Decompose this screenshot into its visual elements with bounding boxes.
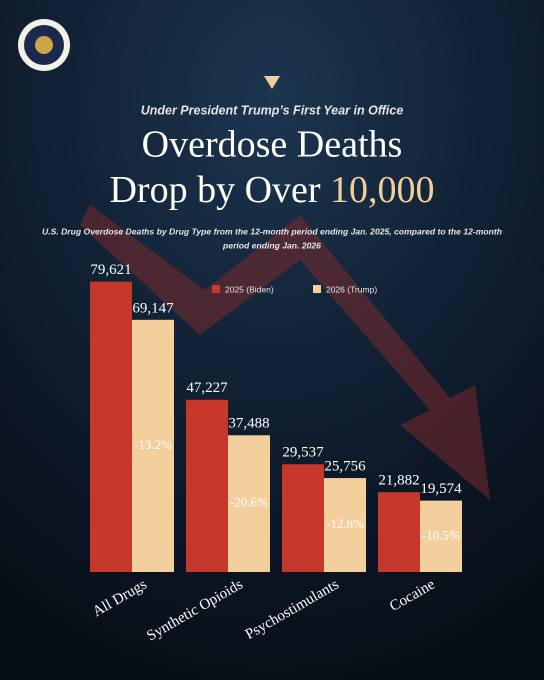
title: Drop by Over 10,000 [109, 169, 434, 211]
value-label: 19,574 [420, 481, 462, 497]
change-label: -10.5% [422, 527, 460, 542]
description: period ending Jan. 2026 [222, 240, 321, 250]
bar [228, 435, 270, 572]
subtitle: Under President Trump’s First Year in Of… [141, 103, 404, 117]
value-label: 37,488 [228, 416, 269, 432]
change-label: -12.8% [326, 516, 364, 531]
change-label: -20.6% [230, 495, 268, 510]
bar [186, 399, 228, 572]
bar [324, 478, 366, 572]
legend-label: 2025 (Biden) [225, 284, 274, 294]
legend-swatch [313, 285, 321, 293]
value-label: 29,537 [282, 445, 324, 461]
value-label: 69,147 [132, 300, 174, 316]
bar [132, 319, 174, 572]
bar [420, 500, 462, 572]
legend-swatch [212, 285, 220, 293]
value-label: 47,227 [186, 380, 228, 396]
bar [282, 464, 324, 572]
triangle-marker [264, 76, 280, 89]
change-label: -13.2% [134, 437, 172, 452]
legend-label: 2026 (Trump) [326, 284, 377, 294]
value-label: 21,882 [378, 473, 419, 489]
description: U.S. Drug Overdose Deaths by Drug Type f… [42, 226, 502, 236]
arrow-decoration [80, 205, 490, 500]
seal [18, 19, 70, 71]
title-part: Drop by Over [109, 169, 320, 211]
title-highlight: 10,000 [330, 169, 435, 211]
title: Overdose Deaths [142, 124, 403, 166]
bar [378, 492, 420, 572]
bar [90, 281, 132, 572]
value-label: 25,756 [324, 459, 366, 475]
value-label: 79,621 [90, 262, 131, 278]
